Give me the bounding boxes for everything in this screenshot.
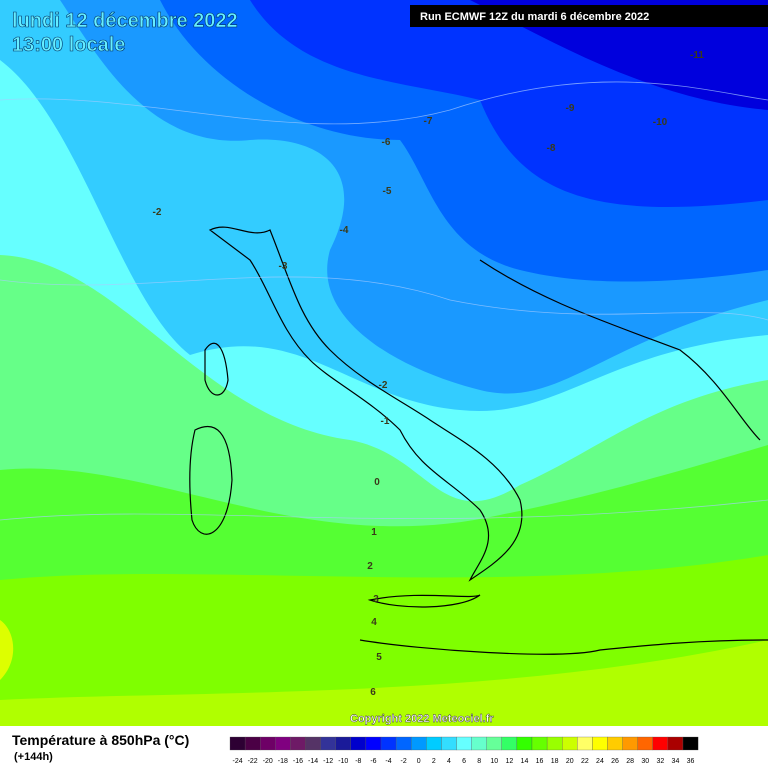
legend-swatch (682, 736, 699, 751)
contour-label: 1 (371, 527, 377, 538)
legend-swatch (380, 736, 397, 751)
legend-swatch (546, 736, 563, 751)
legend-label: 26 (611, 758, 619, 765)
coastline (189, 226, 768, 655)
legend-swatch (365, 736, 382, 751)
legend-label: -8 (355, 758, 361, 765)
run-box (410, 5, 768, 27)
legend-swatch (592, 736, 608, 751)
contour-label: -11 (690, 50, 704, 61)
contour-label: -8 (547, 143, 556, 154)
legend-swatch (501, 736, 518, 751)
legend-label: 36 (687, 758, 695, 765)
legend-label: 34 (672, 758, 680, 765)
legend-swatch (260, 736, 276, 751)
legend-swatch (290, 736, 306, 751)
legend-label: -24 (232, 758, 242, 765)
legend-label: 18 (551, 758, 559, 765)
legend-swatch (350, 736, 367, 751)
lead-time: (+144h) (14, 751, 53, 763)
contour-label: -7 (424, 116, 433, 127)
legend-label: 28 (626, 758, 634, 765)
run-info: Run ECMWF 12Z du mardi 6 décembre 2022 (420, 11, 649, 23)
legend-label: -14 (308, 758, 318, 765)
legend-swatch (577, 736, 593, 751)
legend-swatch (395, 736, 412, 751)
legend-label: -22 (248, 758, 258, 765)
legend-swatch (229, 736, 246, 751)
legend-swatch (441, 736, 457, 751)
legend-label: -18 (278, 758, 288, 765)
legend-label: -16 (293, 758, 303, 765)
legend-swatch (411, 736, 427, 751)
legend-swatch (667, 736, 684, 751)
legend-swatch (426, 736, 442, 751)
band (470, 0, 768, 110)
legend-label: 30 (641, 758, 649, 765)
legend-swatch (335, 736, 351, 751)
legend-swatch (562, 736, 578, 751)
legend-label: -12 (323, 758, 333, 765)
contour-label: 5 (376, 652, 382, 663)
copyright: Copyright 2022 Meteociel.fr (350, 713, 494, 725)
contour-label: -2 (153, 207, 162, 218)
legend-swatch (244, 736, 261, 751)
contour-label: 2 (367, 561, 373, 572)
legend-label: 4 (447, 758, 451, 765)
contour-label: -6 (382, 137, 391, 148)
legend-swatch (622, 736, 638, 751)
legend-label: -10 (338, 758, 348, 765)
legend-label: 6 (462, 758, 466, 765)
legend-label: 14 (521, 758, 529, 765)
band (0, 620, 14, 680)
legend-label: 24 (596, 758, 604, 765)
legend-swatch (456, 736, 472, 751)
legend-swatch (471, 736, 487, 751)
legend-label: 22 (581, 758, 589, 765)
legend-label: 20 (566, 758, 574, 765)
legend-swatch (652, 736, 669, 751)
contour-label: -3 (279, 261, 288, 272)
legend-label: 10 (490, 758, 498, 765)
contour-label: 6 (370, 687, 376, 698)
contour-label: 4 (371, 617, 377, 628)
contour-label: -5 (383, 186, 392, 197)
contour-line (0, 81, 768, 521)
contour-label: -10 (653, 117, 668, 128)
legend-swatch (607, 736, 623, 751)
contour-label: -4 (340, 225, 349, 236)
legend-label: 0 (417, 758, 421, 765)
legend-label: -20 (263, 758, 273, 765)
contour-label: 0 (374, 477, 380, 488)
legend-label: 2 (432, 758, 436, 765)
contour-label: -9 (566, 103, 575, 114)
legend-label: 12 (505, 758, 513, 765)
time-title: 13:00 locale (12, 34, 125, 56)
date-title: lundi 12 décembre 2022 (12, 10, 238, 32)
legend-label: -2 (401, 758, 407, 765)
legend-label: 16 (536, 758, 544, 765)
legend-label: 32 (656, 758, 664, 765)
legend-swatch (320, 736, 336, 751)
contour-label: -2 (379, 380, 388, 391)
legend-swatch (637, 736, 653, 751)
contour-label: 3 (373, 594, 379, 605)
legend-swatch (486, 736, 502, 751)
legend-label: 8 (477, 758, 481, 765)
legend-label: -6 (370, 758, 376, 765)
contour-label: -1 (381, 416, 390, 427)
legend-swatch (531, 736, 548, 751)
legend-swatch (305, 736, 321, 751)
legend-swatch (275, 736, 291, 751)
legend-title: Température à 850hPa (°C) (12, 732, 189, 748)
legend-label: -4 (385, 758, 391, 765)
legend-swatch (516, 736, 533, 751)
